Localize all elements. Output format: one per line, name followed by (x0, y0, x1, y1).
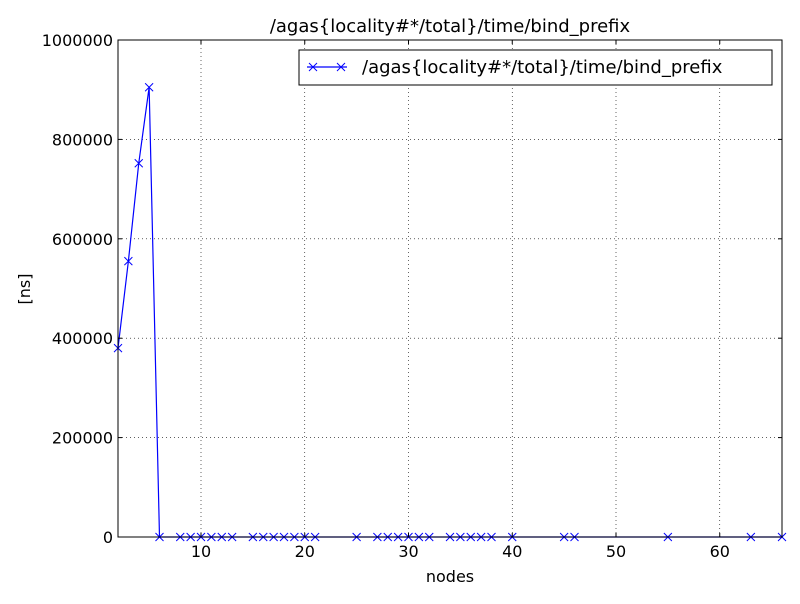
y-tick-label: 0 (103, 528, 113, 547)
y-tick-label: 800000 (52, 130, 113, 149)
x-axis-label: nodes (426, 567, 474, 586)
legend-entry-label: /agas{locality#*/total}/time/bind_prefix (362, 57, 723, 78)
ticks: 10 20 30 40 50 60 0 200000 400000 600000 800000 100… (42, 31, 782, 561)
x-tick-label: 30 (398, 542, 418, 561)
x-tick-label: 10 (191, 542, 211, 561)
x-tick-label: 20 (295, 542, 315, 561)
y-tick-label: 600000 (52, 230, 113, 249)
y-tick-label: 200000 (52, 429, 113, 448)
grid (118, 40, 782, 537)
legend-marker-x (336, 62, 346, 72)
chart-title: /agas{locality#*/total}/time/bind_prefix (270, 16, 631, 37)
data-point (124, 256, 133, 266)
data-point (144, 82, 154, 92)
legend-marker-glyph (308, 62, 318, 72)
x-tick-label: 50 (606, 542, 626, 561)
legend-marker-x (308, 62, 318, 72)
y-tick-label: 400000 (52, 329, 113, 348)
legend: /agas{locality#*/total}/time/bind_prefix (298, 49, 773, 86)
y-tick-label: 1000000 (42, 31, 113, 50)
x-tick-label: 40 (502, 542, 522, 561)
plot-frame (117, 39, 783, 538)
legend-marker-glyph (336, 62, 346, 72)
y-axis-label: [ns] (15, 274, 34, 305)
legend-box (298, 49, 773, 86)
x-tick-label: 60 (710, 542, 730, 561)
data-point (134, 158, 144, 168)
